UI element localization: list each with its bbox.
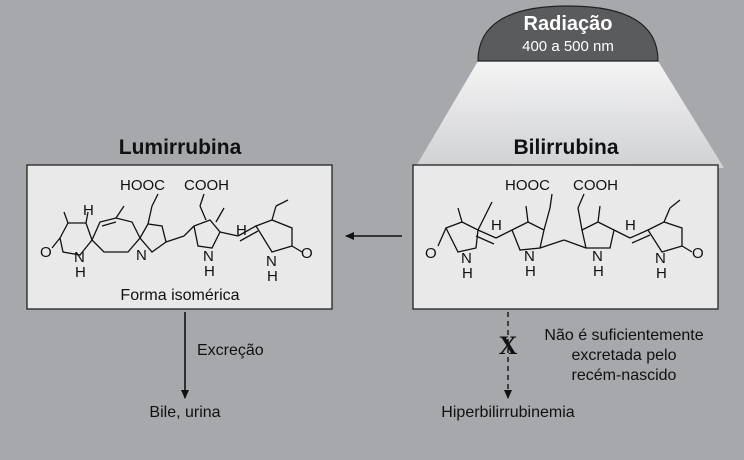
radiation-title: Radiação xyxy=(523,13,613,35)
not-excreted-line-3: recém-nascido xyxy=(571,367,677,384)
lumirubin-label-n2: N xyxy=(136,247,147,264)
lumirubin-label-n3: N xyxy=(203,248,214,265)
bilirubin-label-n2: N xyxy=(524,248,535,265)
radiation-lamp xyxy=(477,5,659,62)
not-excreted-note: Não é suficientemente excretada pelo rec… xyxy=(544,326,703,386)
lumirubin-label-cooh: COOH xyxy=(184,177,229,194)
bilirubin-label-o-left: O xyxy=(425,245,437,262)
lumirubin-label-h-top: H xyxy=(83,202,94,219)
light-beam xyxy=(415,61,724,168)
bilirubin-label-hooc: HOOC xyxy=(505,177,550,194)
excretion-label: Excreção xyxy=(197,342,264,359)
lumirubin-label-h4: H xyxy=(267,268,278,285)
lumirubin-label-n4: N xyxy=(266,253,277,270)
lumirubin-label-h-methine: H xyxy=(236,222,247,239)
lumirubin-label-hooc: HOOC xyxy=(120,177,165,194)
bilirubin-box xyxy=(412,164,719,310)
bilirubin-label-h-methine1: H xyxy=(491,217,502,234)
bilirubin-label-h-methine2: H xyxy=(625,217,636,234)
bilirubin-label-h4: H xyxy=(656,265,667,282)
hyperbilirubinemia-label: Hiperbilirrubinemia xyxy=(441,404,575,421)
blocked-x-mark: X xyxy=(498,331,518,360)
bilirubin-label-n1: N xyxy=(461,250,472,267)
bilirubin-label-h3: H xyxy=(593,263,604,280)
bilirubin-label-h2: H xyxy=(525,263,536,280)
not-excreted-line-1: Não é suficientemente xyxy=(544,327,704,344)
lumirubin-label-o-left: O xyxy=(40,244,52,261)
lumirubin-caption: Forma isomérica xyxy=(120,287,240,304)
radiation-range: 400 a 500 nm xyxy=(522,38,614,55)
bilirubin-title: Bilirrubina xyxy=(513,136,619,159)
bilirubin-label-h1: H xyxy=(462,265,473,282)
lumirubin-label-n1: N xyxy=(74,249,85,266)
lumirubin-label-o-right: O xyxy=(301,245,313,262)
not-excreted-line-2: excretada pelo xyxy=(571,347,677,364)
lumirubin-structure xyxy=(51,193,303,256)
bilirubin-label-n4: N xyxy=(655,250,666,267)
lumirubin-title: Lumirrubina xyxy=(118,136,242,159)
bile-urine-label: Bile, urina xyxy=(149,404,221,421)
lumirubin-label-h3: H xyxy=(204,263,215,280)
bilirubin-label-n3: N xyxy=(592,248,603,265)
bilirubin-label-cooh: COOH xyxy=(573,177,618,194)
bilirubin-label-o-right: O xyxy=(692,245,704,262)
bilirubin-structure xyxy=(437,193,693,253)
lumirubin-label-h1: H xyxy=(75,264,86,281)
